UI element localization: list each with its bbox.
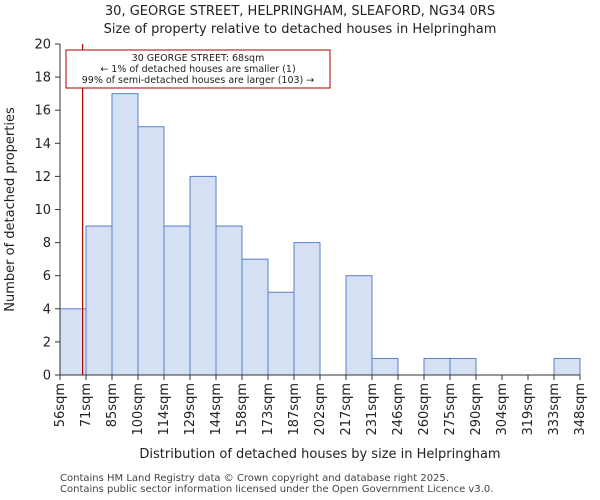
x-tick-label-129sqm: 129sqm bbox=[183, 383, 198, 436]
bar-56sqm bbox=[59, 308, 87, 376]
bar-333sqm bbox=[553, 357, 581, 376]
bar-71sqm bbox=[85, 225, 113, 376]
bar-173sqm bbox=[267, 291, 295, 376]
annotation-box bbox=[65, 49, 331, 89]
bar-187sqm bbox=[293, 242, 321, 376]
x-tick-label-319sqm: 319sqm bbox=[521, 383, 536, 436]
x-tick-label-114sqm: 114sqm bbox=[157, 383, 172, 436]
x-tick-label-290sqm: 290sqm bbox=[469, 383, 484, 436]
x-tick-label-246sqm: 246sqm bbox=[391, 383, 406, 436]
annotation-line-2: ← 1% of detached houses are smaller (1) bbox=[100, 64, 295, 75]
x-tick-label-71sqm: 71sqm bbox=[79, 383, 94, 427]
bar-85sqm bbox=[111, 93, 139, 376]
x-tick-label-158sqm: 158sqm bbox=[235, 383, 250, 436]
y-axis-label: Number of detached properties bbox=[3, 107, 18, 312]
footer-line-2: Contains public sector information licen… bbox=[60, 484, 494, 495]
y-tick-label-14: 14 bbox=[34, 137, 51, 152]
x-axis-label: Distribution of detached houses by size … bbox=[139, 447, 500, 462]
bar-129sqm bbox=[189, 175, 217, 376]
x-tick-label-275sqm: 275sqm bbox=[443, 383, 458, 436]
y-tick-label-18: 18 bbox=[34, 71, 51, 86]
y-tick-label-16: 16 bbox=[34, 104, 51, 119]
bar-217sqm bbox=[345, 275, 373, 376]
annotation-line-3: 99% of semi-detached houses are larger (… bbox=[82, 75, 315, 86]
bar-260sqm bbox=[423, 357, 451, 376]
chart-subtitle: Size of property relative to detached ho… bbox=[103, 22, 497, 37]
annotation-line-1: 30 GEORGE STREET: 68sqm bbox=[132, 53, 265, 64]
x-tick-label-348sqm: 348sqm bbox=[573, 383, 588, 436]
bar-144sqm bbox=[215, 225, 243, 376]
bar-231sqm bbox=[371, 357, 399, 376]
bar-100sqm bbox=[137, 126, 165, 376]
x-tick-label-304sqm: 304sqm bbox=[495, 383, 510, 436]
x-tick-label-173sqm: 173sqm bbox=[261, 383, 276, 436]
x-tick-label-217sqm: 217sqm bbox=[339, 383, 354, 436]
x-tick-label-100sqm: 100sqm bbox=[131, 383, 146, 436]
bar-158sqm bbox=[241, 258, 269, 376]
y-tick-label-0: 0 bbox=[43, 369, 51, 384]
bar-275sqm bbox=[449, 357, 477, 376]
x-tick-label-56sqm: 56sqm bbox=[53, 383, 68, 427]
chart-title: 30, GEORGE STREET, HELPRINGHAM, SLEAFORD… bbox=[104, 4, 496, 19]
x-tick-label-144sqm: 144sqm bbox=[209, 383, 224, 436]
x-tick-label-231sqm: 231sqm bbox=[365, 383, 380, 436]
y-tick-label-20: 20 bbox=[34, 38, 51, 53]
y-tick-label-2: 2 bbox=[43, 335, 51, 350]
x-tick-label-85sqm: 85sqm bbox=[105, 383, 120, 427]
y-tick-label-4: 4 bbox=[43, 302, 51, 317]
y-tick-label-10: 10 bbox=[34, 203, 51, 218]
x-tick-label-260sqm: 260sqm bbox=[417, 383, 432, 436]
y-tick-label-8: 8 bbox=[43, 236, 51, 251]
footer-line-1: Contains HM Land Registry data © Crown c… bbox=[60, 473, 449, 484]
bar-114sqm bbox=[163, 225, 191, 376]
x-tick-label-333sqm: 333sqm bbox=[547, 383, 562, 436]
x-tick-label-202sqm: 202sqm bbox=[313, 383, 328, 436]
x-tick-label-187sqm: 187sqm bbox=[287, 383, 302, 436]
y-tick-label-12: 12 bbox=[34, 170, 51, 185]
y-tick-label-6: 6 bbox=[43, 269, 51, 284]
